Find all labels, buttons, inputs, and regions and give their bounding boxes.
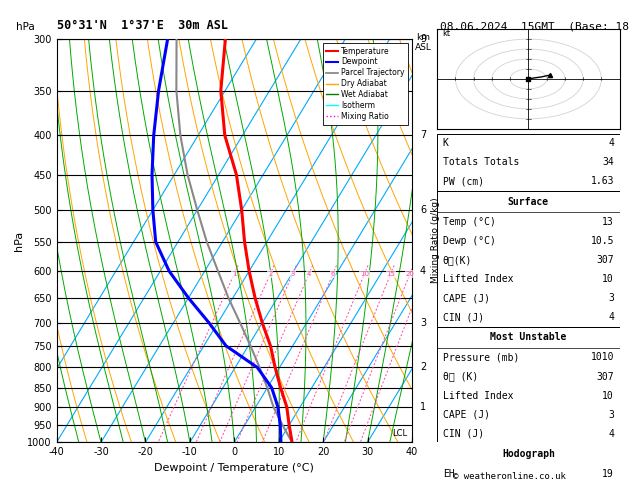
Text: EH: EH <box>443 469 454 479</box>
Text: 1: 1 <box>232 271 237 277</box>
Text: CIN (J): CIN (J) <box>443 429 484 439</box>
Text: PW (cm): PW (cm) <box>443 176 484 187</box>
Text: θᴄ (K): θᴄ (K) <box>443 371 478 382</box>
Text: km
ASL: km ASL <box>415 33 431 52</box>
Text: 1010: 1010 <box>591 352 614 363</box>
Text: 6: 6 <box>420 205 426 215</box>
Text: 10: 10 <box>360 271 369 277</box>
Text: Pressure (mb): Pressure (mb) <box>443 352 519 363</box>
Text: kt: kt <box>443 29 451 38</box>
Text: 50°31'N  1°37'E  30m ASL: 50°31'N 1°37'E 30m ASL <box>57 18 228 32</box>
Text: 4: 4 <box>307 271 311 277</box>
Text: Temp (°C): Temp (°C) <box>443 217 496 226</box>
Text: θᴄ(K): θᴄ(K) <box>443 255 472 265</box>
Text: 3: 3 <box>420 318 426 328</box>
Text: 2: 2 <box>420 363 426 372</box>
X-axis label: Dewpoint / Temperature (°C): Dewpoint / Temperature (°C) <box>154 463 314 473</box>
Text: Most Unstable: Most Unstable <box>490 332 567 342</box>
Y-axis label: hPa: hPa <box>14 230 25 251</box>
Text: 10.5: 10.5 <box>591 236 614 246</box>
Text: 1.63: 1.63 <box>591 176 614 187</box>
Text: 2: 2 <box>268 271 272 277</box>
Text: Hodograph: Hodograph <box>502 449 555 459</box>
Text: 3: 3 <box>608 410 614 420</box>
Text: 307: 307 <box>596 371 614 382</box>
Text: hPa: hPa <box>16 21 35 32</box>
Text: Mixing Ratio (g/kg): Mixing Ratio (g/kg) <box>431 198 440 283</box>
Text: 4: 4 <box>608 312 614 322</box>
Text: 10: 10 <box>603 274 614 284</box>
Text: LCL: LCL <box>392 429 408 438</box>
Text: CAPE (J): CAPE (J) <box>443 410 489 420</box>
Text: Surface: Surface <box>508 196 549 207</box>
Text: CAPE (J): CAPE (J) <box>443 293 489 303</box>
Text: © weatheronline.co.uk: © weatheronline.co.uk <box>453 472 565 481</box>
Text: CIN (J): CIN (J) <box>443 312 484 322</box>
Text: Lifted Index: Lifted Index <box>443 274 513 284</box>
Text: 4: 4 <box>608 138 614 148</box>
Text: 19: 19 <box>603 469 614 479</box>
Text: 1: 1 <box>420 402 426 412</box>
Text: Lifted Index: Lifted Index <box>443 391 513 400</box>
Text: 6: 6 <box>331 271 335 277</box>
Legend: Temperature, Dewpoint, Parcel Trajectory, Dry Adiabat, Wet Adiabat, Isotherm, Mi: Temperature, Dewpoint, Parcel Trajectory… <box>323 43 408 125</box>
Text: Dewp (°C): Dewp (°C) <box>443 236 496 246</box>
Text: 3: 3 <box>291 271 295 277</box>
Text: 15: 15 <box>386 271 395 277</box>
Text: Totals Totals: Totals Totals <box>443 157 519 167</box>
Text: 20: 20 <box>406 271 415 277</box>
Text: 4: 4 <box>608 429 614 439</box>
Text: 13: 13 <box>603 217 614 226</box>
Text: 34: 34 <box>603 157 614 167</box>
Text: 307: 307 <box>596 255 614 265</box>
Text: K: K <box>443 138 448 148</box>
Text: 08.06.2024  15GMT  (Base: 18): 08.06.2024 15GMT (Base: 18) <box>440 22 629 32</box>
Text: 7: 7 <box>420 130 426 140</box>
Text: 3: 3 <box>608 293 614 303</box>
Text: 4: 4 <box>420 266 426 276</box>
Text: 10: 10 <box>603 391 614 400</box>
Text: 9: 9 <box>420 34 426 44</box>
